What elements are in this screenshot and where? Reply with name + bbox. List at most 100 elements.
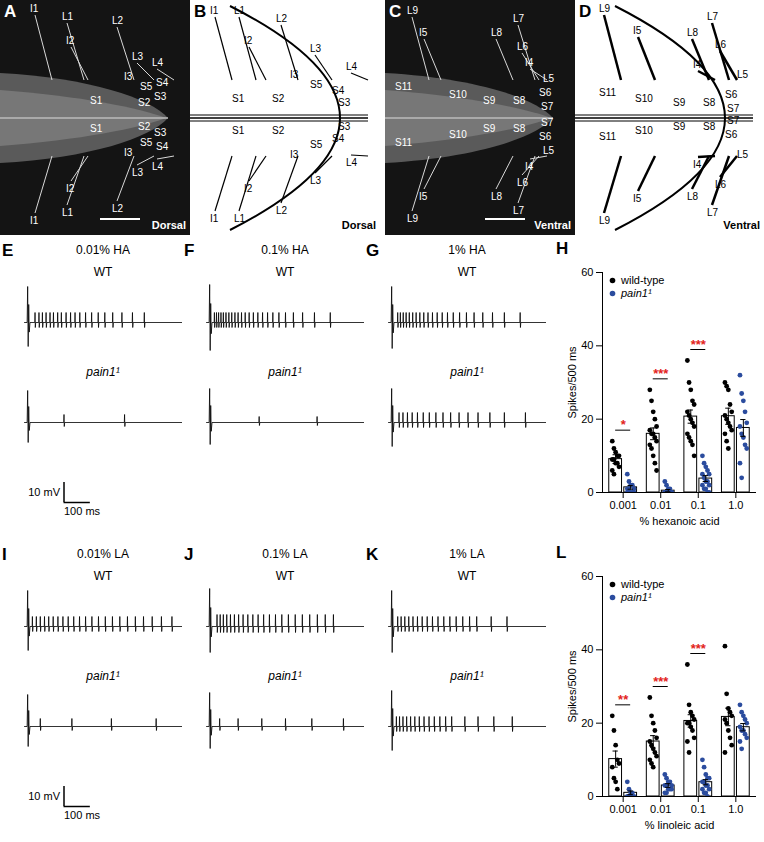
svg-text:S8: S8 bbox=[703, 97, 716, 108]
svg-text:S4: S4 bbox=[156, 77, 169, 88]
svg-text:L7: L7 bbox=[513, 13, 525, 24]
svg-text:% linoleic acid: % linoleic acid bbox=[645, 819, 715, 831]
svg-text:S5: S5 bbox=[310, 79, 323, 90]
svg-text:L7: L7 bbox=[513, 205, 525, 216]
svg-text:0.01: 0.01 bbox=[650, 499, 671, 511]
svg-text:S9: S9 bbox=[483, 95, 496, 106]
svg-text:S1: S1 bbox=[232, 125, 245, 136]
svg-text:L4: L4 bbox=[346, 61, 358, 72]
svg-text:L6: L6 bbox=[517, 177, 529, 188]
svg-text:L6: L6 bbox=[715, 39, 727, 50]
svg-text:C: C bbox=[389, 2, 401, 21]
svg-text:I1: I1 bbox=[210, 213, 219, 224]
svg-text:I4: I4 bbox=[693, 59, 702, 70]
svg-text:0: 0 bbox=[587, 790, 593, 802]
svg-text:L2: L2 bbox=[276, 205, 288, 216]
svg-text:L3: L3 bbox=[310, 43, 322, 54]
svg-text:I1: I1 bbox=[30, 3, 39, 14]
svg-text:S5: S5 bbox=[140, 137, 153, 148]
svg-text:L6: L6 bbox=[517, 41, 529, 52]
svg-text:I2: I2 bbox=[244, 35, 253, 46]
svg-text:L1: L1 bbox=[62, 207, 74, 218]
svg-text:I1: I1 bbox=[210, 5, 219, 16]
svg-text:S8: S8 bbox=[703, 121, 716, 132]
svg-text:S2: S2 bbox=[272, 125, 285, 136]
svg-text:I3: I3 bbox=[290, 149, 299, 160]
svg-text:L7: L7 bbox=[707, 11, 719, 22]
svg-text:S9: S9 bbox=[673, 97, 686, 108]
svg-text:S4: S4 bbox=[332, 133, 345, 144]
svg-text:Spikes/500 ms: Spikes/500 ms bbox=[566, 650, 578, 723]
svg-text:S2: S2 bbox=[272, 93, 285, 104]
svg-text:***: *** bbox=[691, 641, 707, 656]
svg-text:S6: S6 bbox=[539, 131, 552, 142]
svg-text:S2: S2 bbox=[138, 121, 151, 132]
svg-text:S8: S8 bbox=[513, 95, 526, 106]
svg-text:***: *** bbox=[653, 674, 669, 689]
svg-text:S10: S10 bbox=[449, 129, 467, 140]
svg-text:S6: S6 bbox=[725, 129, 738, 140]
svg-text:I2: I2 bbox=[244, 183, 253, 194]
svg-text:S5: S5 bbox=[310, 139, 323, 150]
svg-text:I2: I2 bbox=[66, 183, 75, 194]
svg-text:Spikes/500 ms: Spikes/500 ms bbox=[566, 346, 578, 419]
svg-text:I4: I4 bbox=[693, 159, 702, 170]
svg-text:L9: L9 bbox=[599, 3, 611, 14]
svg-text:S3: S3 bbox=[338, 97, 351, 108]
svg-text:I2: I2 bbox=[66, 35, 75, 46]
svg-text:S1: S1 bbox=[90, 95, 103, 106]
svg-text:0.001: 0.001 bbox=[609, 803, 637, 815]
svg-text:L5: L5 bbox=[543, 145, 555, 156]
svg-text:L9: L9 bbox=[407, 213, 419, 224]
svg-text:100 ms: 100 ms bbox=[64, 809, 101, 820]
svg-text:A: A bbox=[4, 2, 16, 21]
svg-text:***: *** bbox=[653, 366, 669, 381]
svg-text:I3: I3 bbox=[124, 71, 133, 82]
svg-text:*: * bbox=[621, 417, 627, 432]
svg-text:0.1: 0.1 bbox=[691, 499, 706, 511]
svg-text:60: 60 bbox=[581, 570, 593, 582]
svg-text:Ventral: Ventral bbox=[534, 219, 571, 231]
svg-text:20: 20 bbox=[581, 717, 593, 729]
svg-text:**: ** bbox=[618, 692, 629, 707]
svg-text:S3: S3 bbox=[338, 121, 351, 132]
svg-text:L6: L6 bbox=[715, 179, 727, 190]
svg-text:S11: S11 bbox=[599, 131, 616, 142]
svg-text:S4: S4 bbox=[332, 85, 345, 96]
svg-text:20: 20 bbox=[581, 413, 593, 425]
svg-text:B: B bbox=[194, 2, 206, 21]
svg-text:S3: S3 bbox=[154, 91, 167, 102]
svg-text:0.01: 0.01 bbox=[650, 803, 671, 815]
svg-text:L7: L7 bbox=[707, 207, 719, 218]
svg-text:L2: L2 bbox=[112, 203, 124, 214]
svg-text:S3: S3 bbox=[154, 127, 167, 138]
svg-text:I5: I5 bbox=[633, 193, 642, 204]
svg-text:0: 0 bbox=[587, 486, 593, 498]
svg-text:L1: L1 bbox=[234, 5, 246, 16]
svg-text:S8: S8 bbox=[513, 123, 526, 134]
svg-text:S7: S7 bbox=[541, 101, 554, 112]
svg-text:I4: I4 bbox=[525, 57, 534, 68]
svg-text:L3: L3 bbox=[310, 175, 322, 186]
svg-text:0.001: 0.001 bbox=[609, 499, 637, 511]
svg-text:S1: S1 bbox=[232, 93, 245, 104]
svg-text:100 ms: 100 ms bbox=[64, 505, 101, 516]
svg-text:Dorsal: Dorsal bbox=[152, 219, 186, 231]
svg-text:S1: S1 bbox=[90, 123, 103, 134]
svg-text:S11: S11 bbox=[395, 81, 412, 92]
svg-text:S5: S5 bbox=[140, 81, 153, 92]
svg-text:L3: L3 bbox=[132, 51, 144, 62]
svg-text:L4: L4 bbox=[346, 157, 358, 168]
svg-text:L9: L9 bbox=[599, 215, 611, 226]
svg-text:L8: L8 bbox=[687, 191, 699, 202]
svg-text:I5: I5 bbox=[419, 27, 428, 38]
svg-text:L8: L8 bbox=[491, 27, 503, 38]
svg-text:10 mV: 10 mV bbox=[28, 486, 60, 498]
svg-text:S7: S7 bbox=[727, 115, 740, 126]
svg-text:S6: S6 bbox=[539, 87, 552, 98]
svg-text:L4: L4 bbox=[152, 57, 164, 68]
svg-text:I5: I5 bbox=[419, 191, 428, 202]
svg-text:S10: S10 bbox=[635, 93, 653, 104]
svg-text:10 mV: 10 mV bbox=[28, 790, 60, 802]
svg-text:I3: I3 bbox=[124, 147, 133, 158]
